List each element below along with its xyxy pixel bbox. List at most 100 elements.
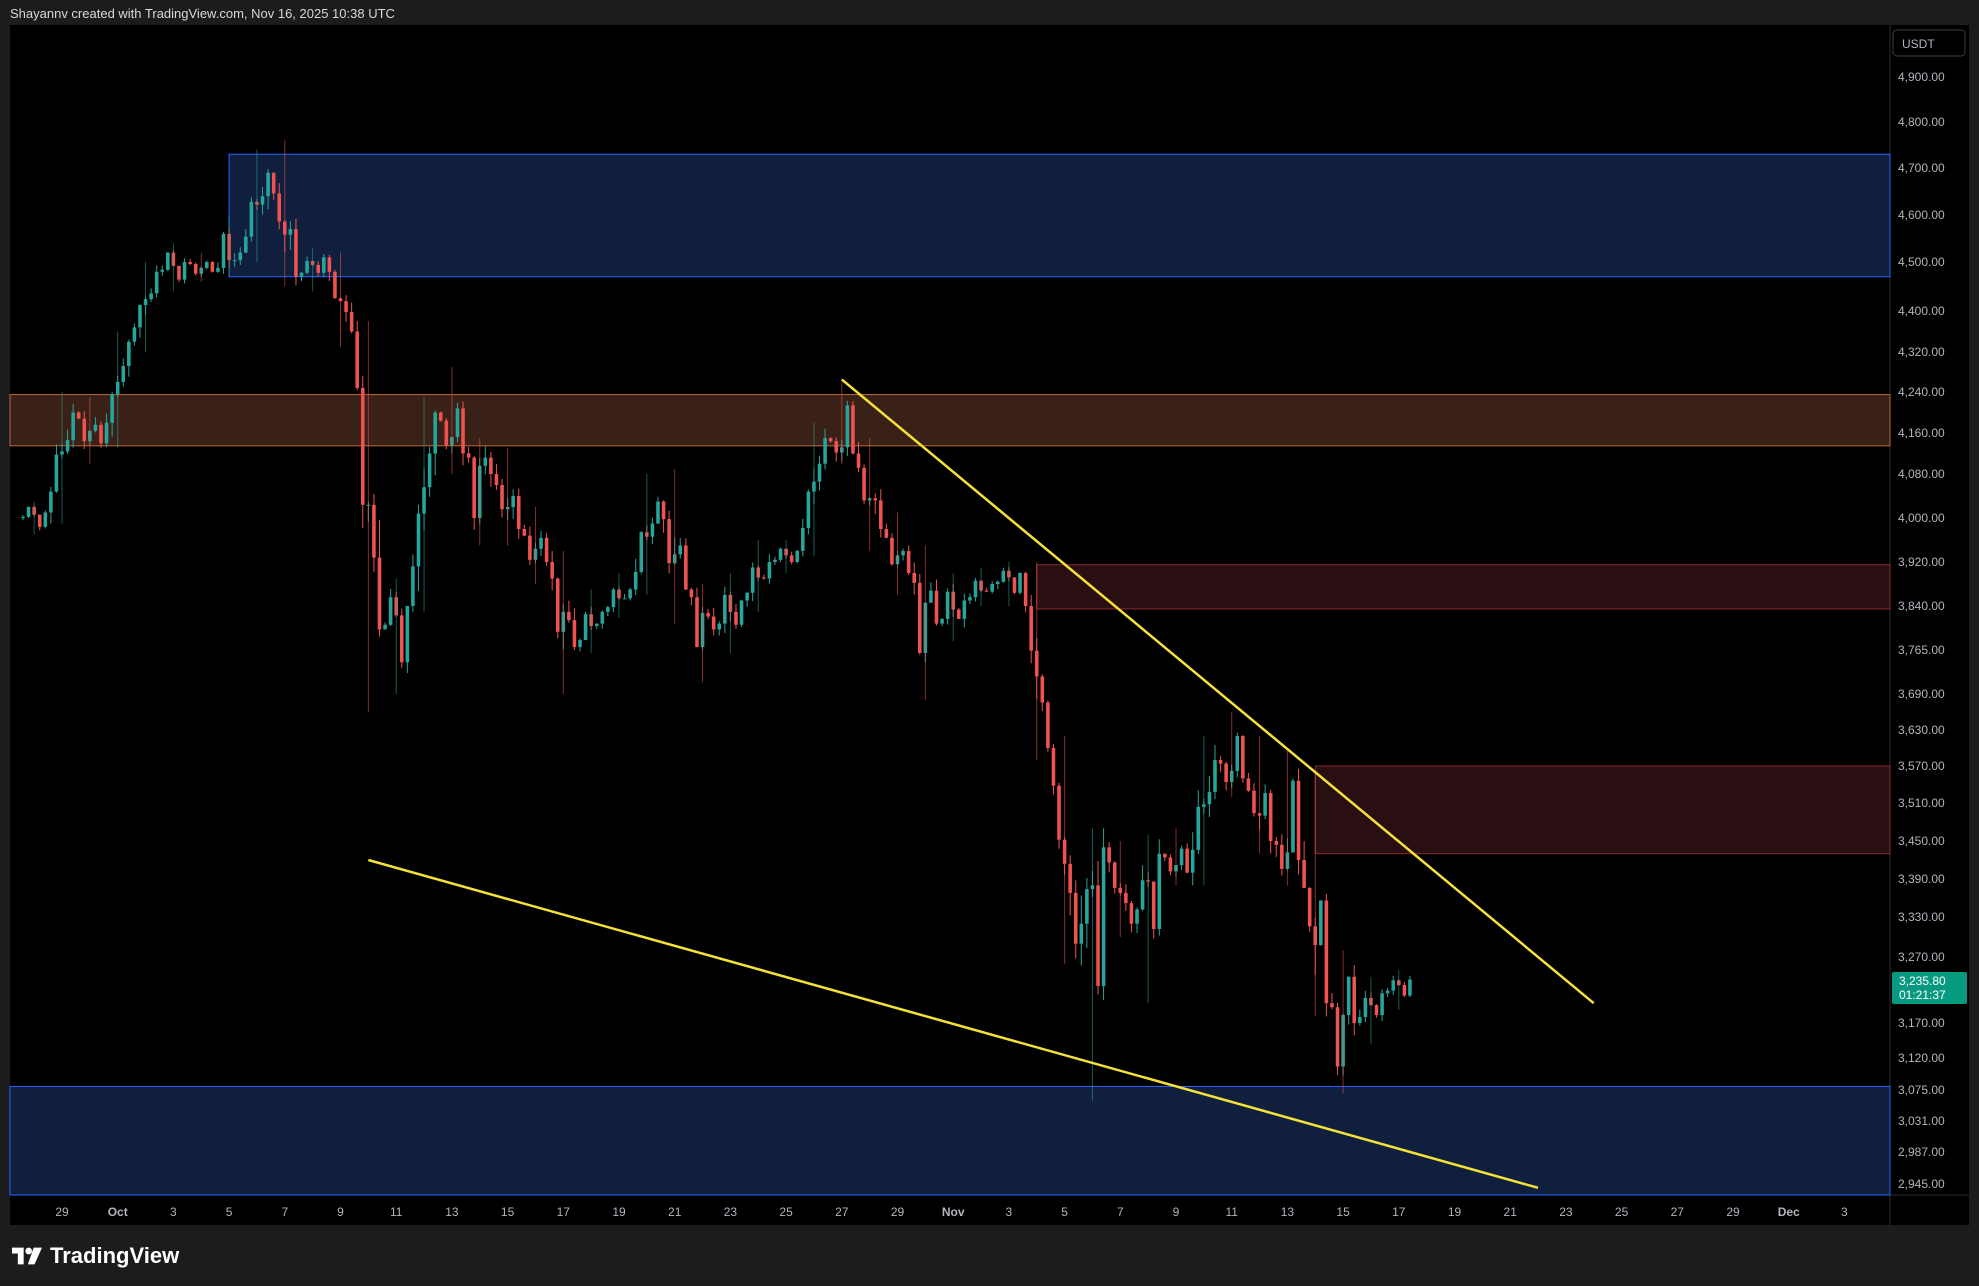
candle-body: [1252, 790, 1256, 814]
price-tick-label: 4,700.00: [1898, 161, 1945, 175]
candle-body: [21, 516, 25, 518]
candle-body: [349, 312, 354, 332]
candle-body: [750, 567, 755, 593]
candle-body: [1051, 748, 1056, 786]
time-tick-label: 9: [1173, 1205, 1180, 1219]
candle-body: [132, 327, 137, 342]
time-tick-label: 27: [835, 1205, 849, 1219]
candle-body: [1079, 923, 1084, 944]
candle-body: [1001, 570, 1006, 582]
candle-body: [82, 418, 87, 442]
candle-body: [305, 261, 309, 273]
candle-body: [594, 623, 599, 626]
candle-body: [767, 562, 772, 579]
time-tick-label: 27: [1671, 1205, 1685, 1219]
candle-body: [271, 172, 276, 194]
candle-body: [1012, 577, 1017, 593]
brand-logo[interactable]: TradingView: [12, 1243, 179, 1269]
candle-body: [1112, 862, 1117, 888]
candle-body: [906, 551, 911, 573]
candle-body: [160, 269, 165, 272]
candle-body: [567, 611, 571, 621]
candle-body: [884, 529, 889, 538]
currency-label: USDT: [1902, 37, 1935, 51]
candle-body: [49, 491, 53, 513]
candle-body: [828, 438, 833, 442]
candle-body: [1029, 606, 1033, 651]
price-tick-label: 3,330.00: [1898, 910, 1945, 924]
candle-body: [344, 301, 348, 313]
candle-body: [856, 453, 861, 468]
candle-body: [823, 438, 827, 464]
candle-body: [817, 463, 822, 482]
candle-body: [377, 557, 382, 630]
time-tick-label: 15: [501, 1205, 515, 1219]
candle-body: [210, 262, 215, 272]
candle-body: [973, 580, 978, 598]
time-tick-label: 23: [724, 1205, 738, 1219]
candle-body: [1241, 736, 1245, 779]
candle-body: [383, 624, 387, 630]
candle-body: [1408, 979, 1412, 996]
trendlines-layer: [368, 378, 1595, 1190]
currency-selector[interactable]: USDT: [1892, 29, 1966, 57]
time-tick-label: 25: [779, 1205, 793, 1219]
upper-supply-zone[interactable]: [228, 153, 1891, 278]
candle-body: [628, 589, 632, 599]
resistance-zone[interactable]: [9, 394, 1891, 447]
candle-body: [99, 424, 103, 444]
demand-zone[interactable]: [9, 1085, 1891, 1196]
time-tick-label: 23: [1559, 1205, 1573, 1219]
time-tick-label: 19: [612, 1205, 626, 1219]
price-tick-label: 3,510.00: [1898, 796, 1945, 810]
candle-body: [711, 616, 716, 630]
time-scale-area[interactable]: [10, 1195, 1969, 1225]
time-tick-label: 3: [1006, 1205, 1013, 1219]
candle-body: [1307, 887, 1312, 927]
candle-body: [968, 597, 972, 601]
candle-body: [1224, 763, 1228, 783]
candle-body: [695, 597, 699, 648]
last-price-badge: 3,235.80 01:21:37: [1892, 972, 1967, 1004]
time-tick-label: 25: [1615, 1205, 1629, 1219]
upper-trendline[interactable]: [841, 378, 1595, 1005]
tradingview-logo-icon: [12, 1247, 42, 1265]
price-tick-label: 4,500.00: [1898, 255, 1945, 269]
fvg-upper[interactable]: [1036, 564, 1891, 610]
candle-body: [583, 614, 588, 641]
time-tick-label: 13: [445, 1205, 459, 1219]
price-tick-label: 4,900.00: [1898, 70, 1945, 84]
candle-body: [528, 535, 532, 560]
candle-body: [1352, 976, 1357, 1023]
candle-body: [689, 589, 694, 598]
candle-body: [232, 260, 237, 262]
candle-body: [433, 412, 437, 454]
candle-body: [121, 366, 126, 382]
candle-body: [1291, 780, 1295, 853]
candle-body: [1207, 791, 1212, 805]
candle-body: [917, 582, 922, 653]
candle-body: [494, 474, 499, 485]
price-tick-label: 3,765.00: [1898, 643, 1945, 657]
candle-body: [322, 257, 326, 273]
candle-body: [244, 236, 248, 253]
price-tick-label: 4,000.00: [1898, 511, 1945, 525]
zones-layer: [9, 153, 1891, 1196]
candle-body: [54, 454, 59, 492]
time-tick-label: 5: [1061, 1205, 1068, 1219]
price-tick-label: 3,031.00: [1898, 1114, 1945, 1128]
candle-body: [277, 193, 282, 222]
candle-body: [288, 229, 293, 235]
candle-body: [299, 272, 304, 277]
candle-body: [455, 408, 460, 438]
time-tick-label: 17: [1392, 1205, 1406, 1219]
candle-body: [572, 620, 577, 648]
fvg-lower[interactable]: [1314, 765, 1891, 855]
candle-body: [1335, 1007, 1340, 1067]
candle-body: [1363, 997, 1368, 1018]
candle-body: [539, 537, 543, 549]
candle-body: [1346, 976, 1351, 1016]
lower-trendline[interactable]: [368, 858, 1539, 1190]
time-tick-label: 11: [390, 1205, 403, 1219]
